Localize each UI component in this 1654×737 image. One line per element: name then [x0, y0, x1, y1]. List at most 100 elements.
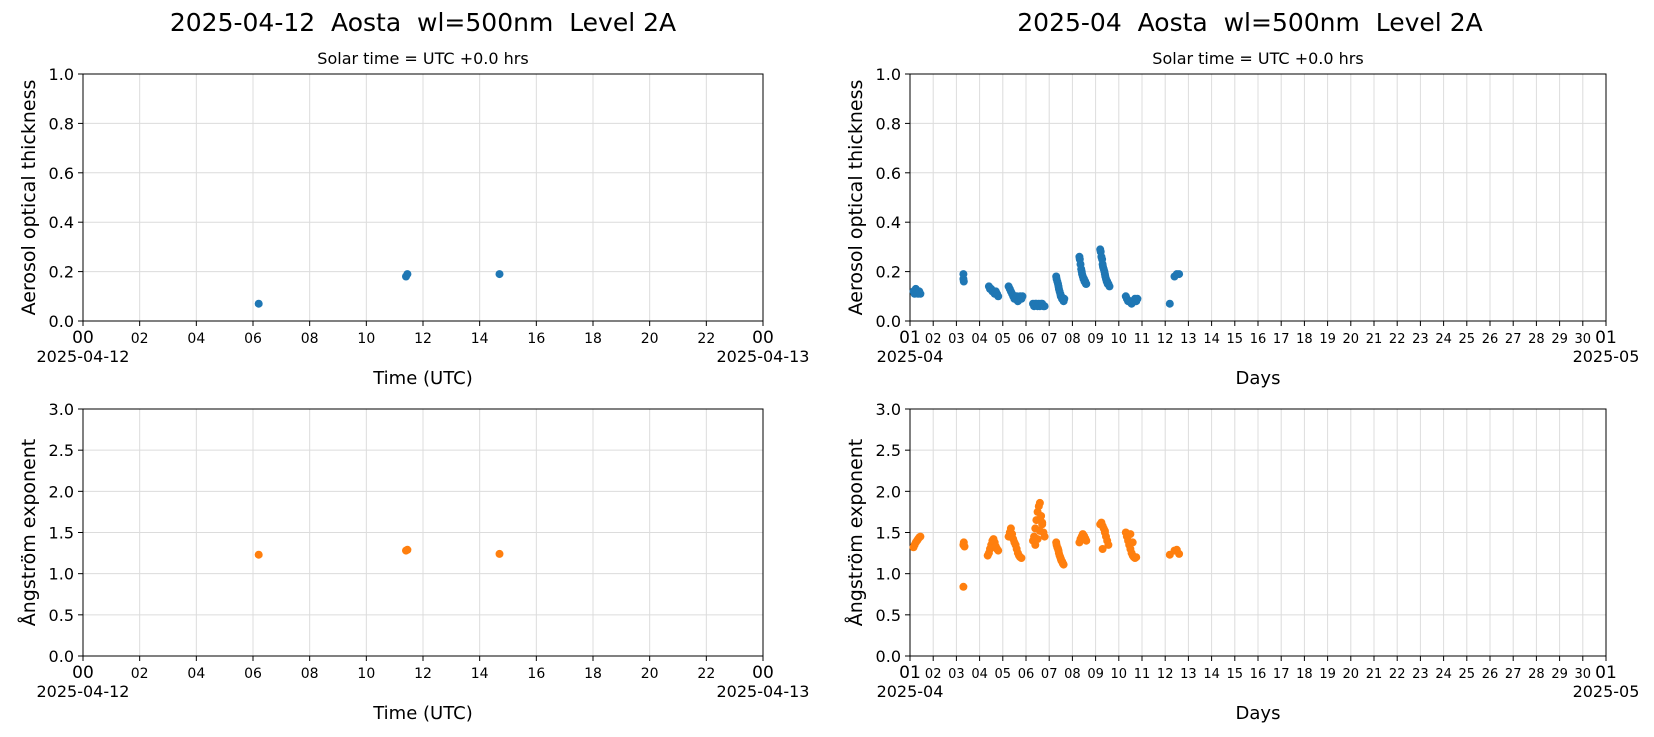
x-tick-label: 03 [948, 667, 965, 682]
left-panel-title: 2025-04-12 Aosta wl=500nm Level 2A [169, 8, 677, 37]
y-tick-label: 2.0 [49, 482, 74, 501]
x-tick-label: 14 [471, 666, 489, 682]
data-point [916, 532, 925, 541]
data-point [254, 299, 263, 308]
y-tick-label: 0.0 [876, 647, 901, 666]
x-tick-label: 10 [357, 331, 375, 347]
data-point [1082, 279, 1091, 288]
y-tick-label: 0.4 [49, 213, 74, 232]
y-tick-label: 0.2 [49, 263, 74, 282]
x-tick-label: 22 [1389, 332, 1406, 347]
x-tick-label: 03 [948, 332, 965, 347]
x-tick-label: 16 [527, 331, 545, 347]
data-point [1175, 549, 1184, 558]
x-tick-label: 04 [187, 331, 205, 347]
x-tick-label: 20 [1343, 332, 1360, 347]
x-tick-label: 12 [1157, 667, 1174, 682]
y-tick-label: 1.5 [49, 524, 74, 543]
x-tick-label: 08 [1064, 667, 1081, 682]
y-tick-label: 0.5 [876, 606, 901, 625]
data-point [960, 542, 969, 551]
data-point [1132, 553, 1141, 562]
y-tick-label: 0.8 [876, 114, 901, 133]
data-point [495, 270, 504, 279]
data-point [1035, 526, 1044, 535]
data-point [916, 289, 925, 298]
y-tick-label: 1.0 [49, 565, 74, 584]
data-point [1040, 532, 1049, 541]
x-tick-label: 22 [697, 331, 715, 347]
y-tick-label: 2.5 [49, 441, 74, 460]
data-point [1060, 294, 1069, 303]
x-tick-label: 16 [1250, 332, 1267, 347]
data-point [1128, 538, 1137, 547]
data-point [1175, 270, 1184, 279]
x-end-date-label: 2025-04-13 [717, 682, 810, 701]
y-tick-label: 0.8 [49, 114, 74, 133]
x-tick-label: 02 [131, 331, 149, 347]
x-tick-label: 19 [1319, 667, 1336, 682]
x-tick-label: 15 [1227, 332, 1244, 347]
data-point [1017, 554, 1026, 562]
x-tick-label: 09 [1087, 667, 1104, 682]
x-axis-label: Time (UTC) [372, 703, 473, 724]
y-axis-label: Ångström exponent [17, 439, 40, 627]
data-point [1033, 535, 1042, 544]
data-point [1037, 512, 1046, 520]
data-point [254, 550, 263, 559]
x-axis-label: Days [1236, 368, 1281, 389]
x-tick-label: 17 [1273, 332, 1290, 347]
x-tick-label: 14 [1203, 667, 1220, 682]
x-tick-label: 14 [1203, 332, 1220, 347]
data-point [495, 549, 504, 558]
data-point [403, 270, 412, 279]
x-start-date-label: 2025-04-12 [37, 347, 130, 366]
x-end-date-label: 2025-04-13 [717, 347, 810, 366]
x-tick-label: 06 [1018, 667, 1035, 682]
x-axis-label: Days [1236, 703, 1281, 724]
y-tick-label: 1.0 [876, 565, 901, 584]
data-point [1126, 530, 1135, 539]
x-tick-label: 30 [1575, 667, 1592, 682]
x-tick-label: 14 [471, 331, 489, 347]
x-tick-label: 11 [1134, 667, 1151, 682]
x-tick-label: 18 [1296, 332, 1313, 347]
y-tick-label: 0.4 [876, 213, 901, 232]
x-tick-label: 00 [72, 663, 94, 683]
x-tick-label: 11 [1134, 332, 1151, 347]
x-tick-label: 00 [752, 663, 774, 683]
x-tick-label: 20 [641, 666, 659, 682]
data-point [994, 292, 1003, 301]
x-tick-label: 07 [1041, 332, 1058, 347]
x-tick-label: 01 [1595, 663, 1617, 683]
y-tick-label: 3.0 [49, 400, 74, 419]
x-tick-label: 22 [1389, 667, 1406, 682]
x-tick-label: 02 [131, 666, 149, 682]
x-tick-label: 22 [697, 666, 715, 682]
x-tick-label: 04 [187, 666, 205, 682]
data-point [1059, 560, 1068, 569]
x-axis-label: Time (UTC) [372, 368, 473, 389]
data-point [994, 546, 1003, 555]
x-tick-label: 06 [1018, 332, 1035, 347]
data-point [959, 277, 968, 286]
x-tick-label: 05 [995, 332, 1012, 347]
x-tick-label: 21 [1366, 667, 1383, 682]
x-tick-label: 18 [1296, 667, 1313, 682]
x-start-date-label: 2025-04-12 [37, 682, 130, 701]
x-tick-label: 23 [1412, 667, 1429, 682]
x-tick-label: 26 [1482, 667, 1499, 682]
data-point [1038, 518, 1047, 527]
x-tick-label: 02 [925, 667, 942, 682]
data-point [1133, 294, 1142, 303]
x-tick-label: 24 [1435, 332, 1452, 347]
y-tick-label: 2.0 [876, 482, 901, 501]
data-point [1105, 282, 1114, 291]
x-tick-label: 06 [244, 666, 262, 682]
x-tick-label: 05 [995, 667, 1012, 682]
y-tick-label: 1.0 [49, 65, 74, 84]
x-tick-label: 27 [1505, 332, 1522, 347]
x-tick-label: 07 [1041, 667, 1058, 682]
y-tick-label: 3.0 [876, 400, 901, 419]
